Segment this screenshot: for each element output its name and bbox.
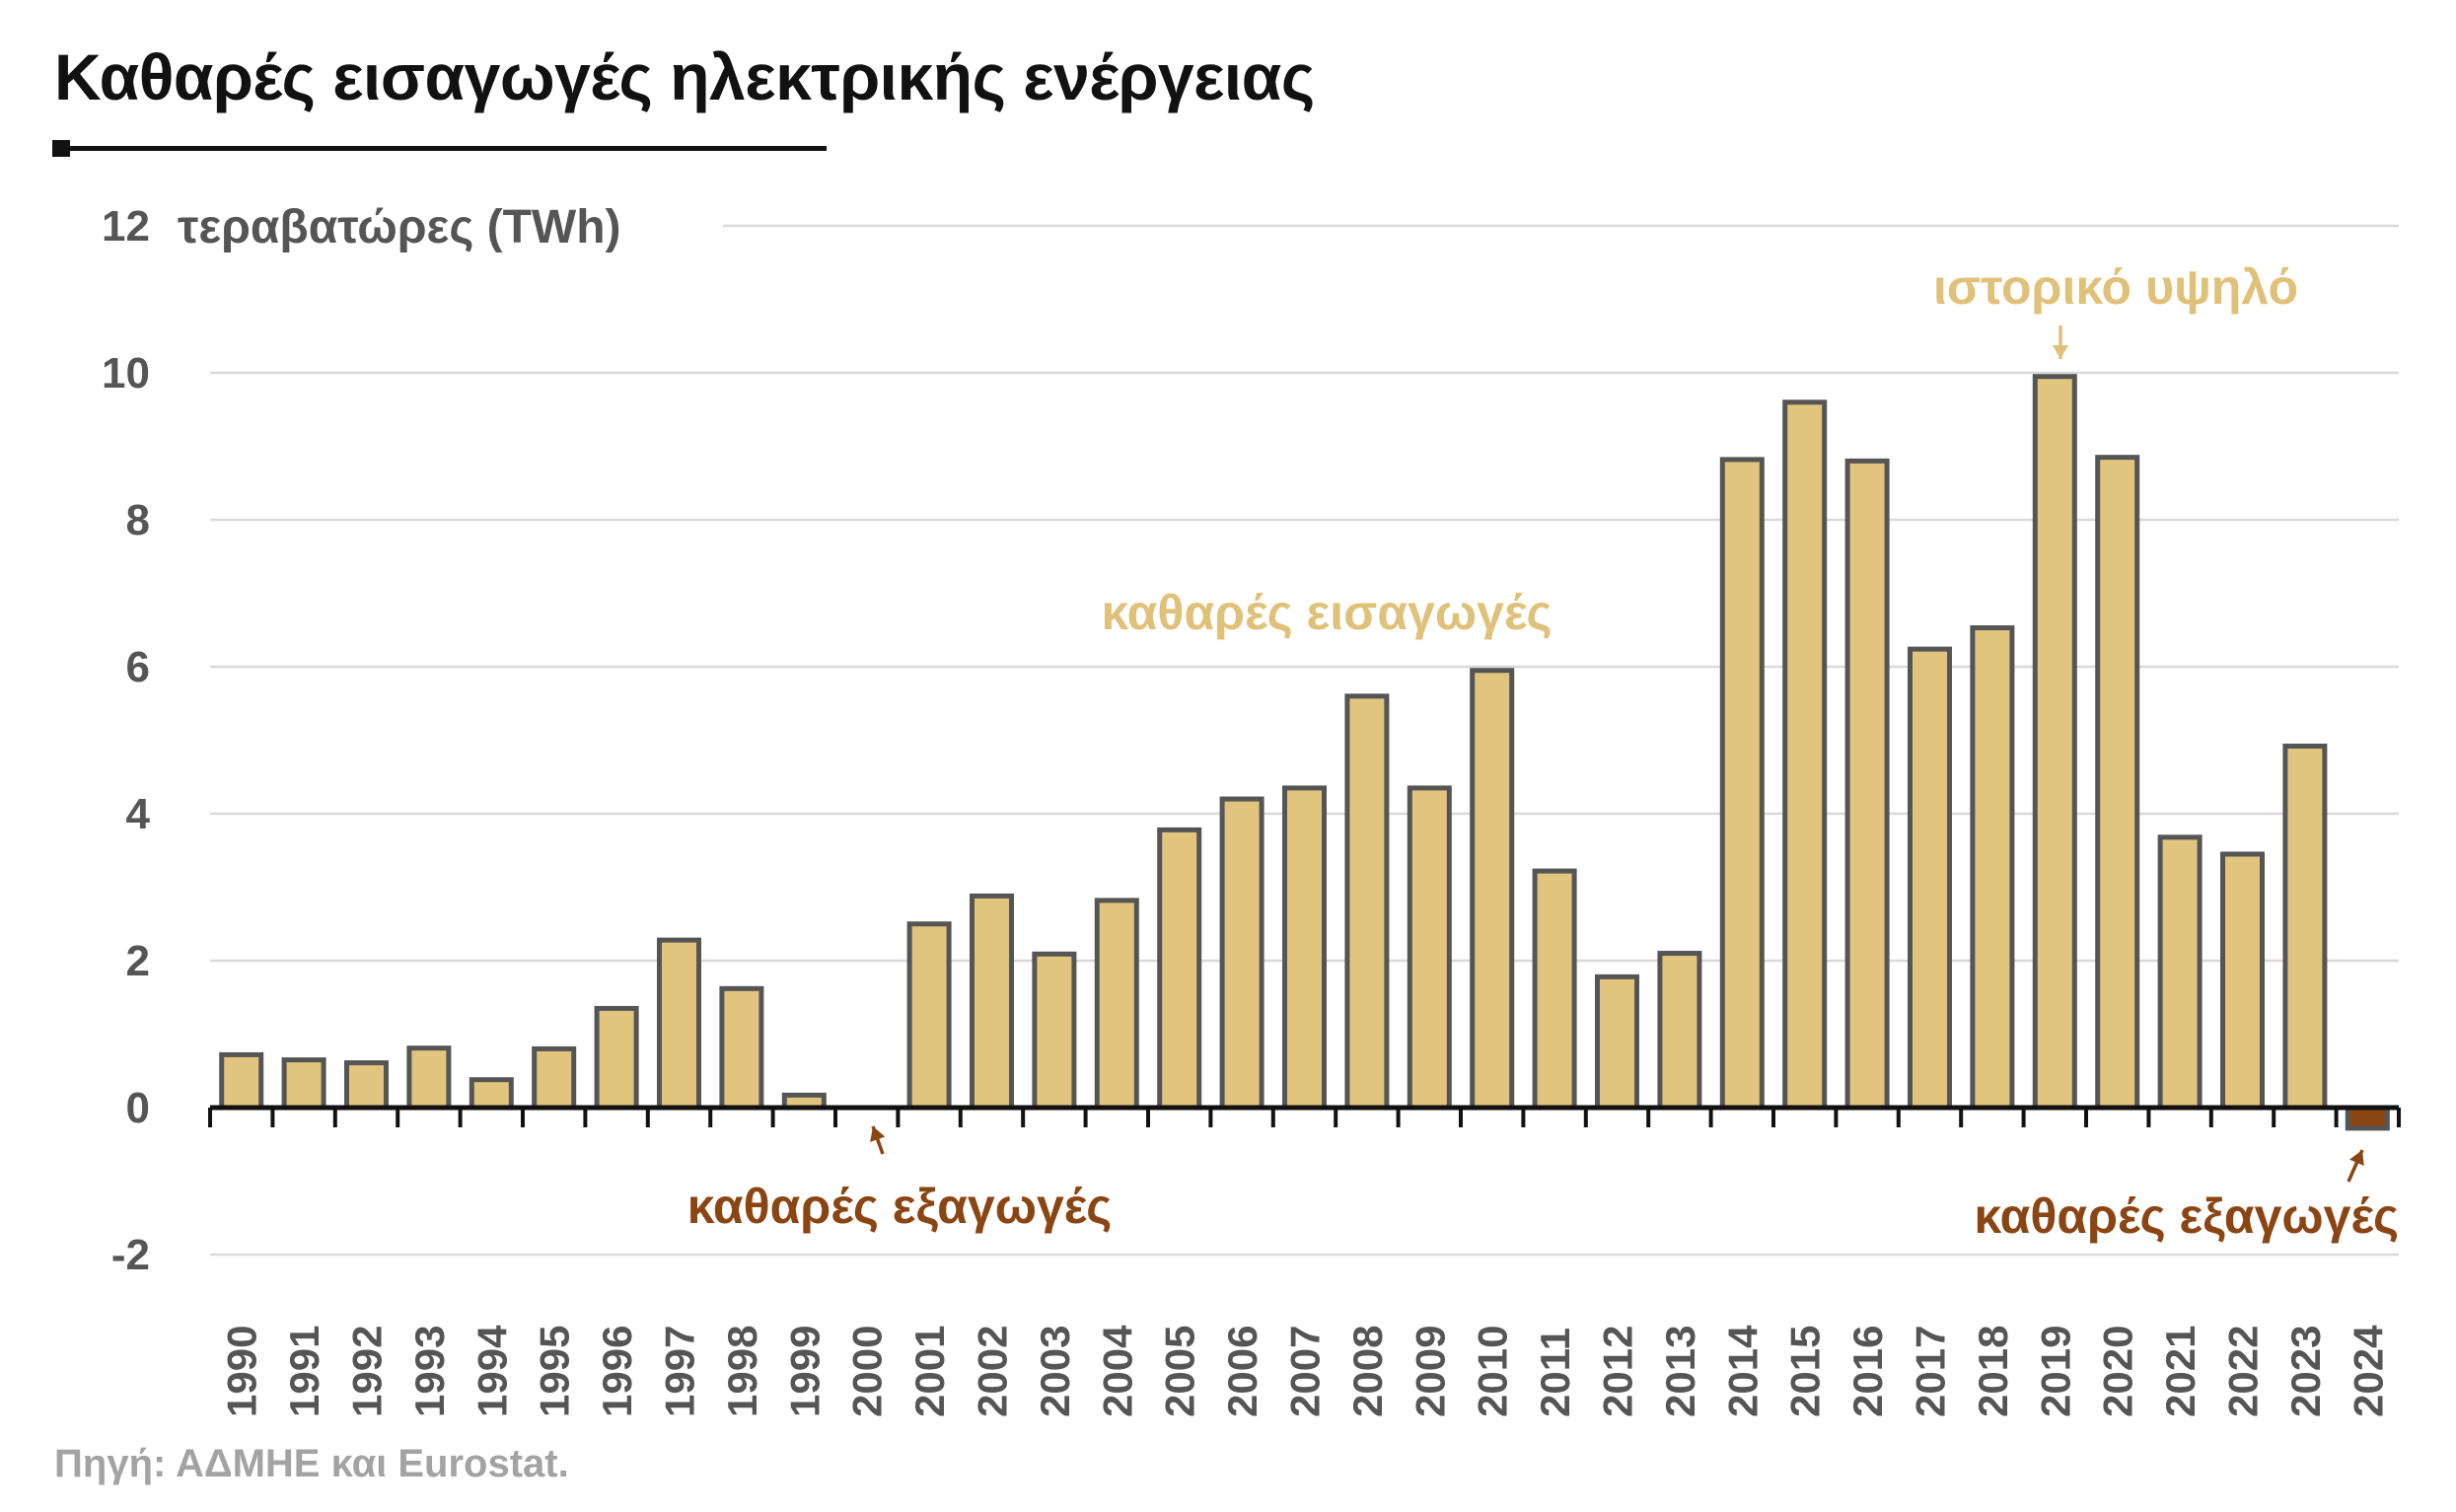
x-tick-label: 2006 bbox=[1219, 1326, 1265, 1417]
bar-1998 bbox=[719, 985, 764, 1111]
y-tick-label: 10 bbox=[102, 349, 150, 397]
x-tick-label: 2011 bbox=[1532, 1328, 1578, 1417]
y-axis-unit-label: τεραβατώρες (TWh) bbox=[178, 201, 621, 253]
x-tick-label: 1999 bbox=[781, 1326, 828, 1417]
bar-2019 bbox=[2032, 374, 2077, 1111]
chart-title: Καθαρές εισαγωγές ηλεκτρικής ενέργειας bbox=[54, 40, 1315, 113]
x-tick-label: 2004 bbox=[1094, 1325, 1140, 1417]
x-tick-label: 2018 bbox=[1970, 1326, 2016, 1417]
x-tick-label: 2020 bbox=[2095, 1326, 2141, 1417]
bar-2016 bbox=[1844, 458, 1890, 1111]
bar-1991 bbox=[281, 1057, 326, 1111]
y-tick-label: 2 bbox=[126, 937, 150, 985]
bar-2010 bbox=[1470, 668, 1515, 1111]
x-tick-label: 2003 bbox=[1032, 1326, 1078, 1417]
bar-1994 bbox=[469, 1077, 514, 1111]
annotation-2024: καθαρές εξαγωγές bbox=[1974, 1188, 2399, 1244]
bar-2013 bbox=[1657, 951, 1702, 1111]
bar-2012 bbox=[1595, 973, 1639, 1111]
bar-2015 bbox=[1782, 399, 1828, 1111]
x-tick-label: 1996 bbox=[594, 1326, 640, 1417]
annotation-arrowhead-2024 bbox=[2349, 1150, 2364, 1167]
x-tick-label: 1990 bbox=[219, 1326, 265, 1417]
y-tick-label: 12 bbox=[102, 202, 150, 251]
bar-2018 bbox=[1970, 625, 2015, 1111]
x-tick-label: 1991 bbox=[281, 1326, 327, 1417]
bar-1997 bbox=[657, 937, 701, 1111]
x-tick-label: 1995 bbox=[532, 1326, 578, 1417]
bar-2005 bbox=[1157, 827, 1202, 1111]
x-tick-label: 1994 bbox=[469, 1325, 515, 1417]
annotation-2019: ιστορικό υψηλό bbox=[1933, 259, 2298, 315]
bar-2022 bbox=[2220, 851, 2265, 1111]
x-tick-label: 2016 bbox=[1844, 1326, 1891, 1417]
x-tick-label: 2013 bbox=[1657, 1326, 1703, 1417]
bar-1995 bbox=[532, 1045, 577, 1111]
bar-1993 bbox=[406, 1045, 452, 1111]
bar-2024 bbox=[2345, 1105, 2390, 1131]
bar-2011 bbox=[1532, 868, 1577, 1111]
x-tick-label: 2023 bbox=[2282, 1326, 2329, 1417]
y-tick-label: 8 bbox=[126, 496, 150, 544]
bar-2003 bbox=[1032, 951, 1077, 1111]
x-tick-label: 2024 bbox=[2345, 1325, 2391, 1417]
bar-2017 bbox=[1908, 646, 1952, 1111]
x-tick-label: 2000 bbox=[844, 1326, 891, 1417]
bar-1996 bbox=[594, 1005, 639, 1111]
x-tick-label: 2010 bbox=[1470, 1326, 1516, 1417]
x-tick-label: 2014 bbox=[1719, 1325, 1766, 1417]
x-tick-label: 2002 bbox=[970, 1326, 1016, 1417]
x-tick-label: 2007 bbox=[1282, 1326, 1329, 1417]
x-tick-label: 1992 bbox=[344, 1326, 391, 1417]
bar-2006 bbox=[1219, 796, 1264, 1111]
x-tick-label: 1997 bbox=[657, 1326, 703, 1417]
bar-1992 bbox=[344, 1060, 389, 1111]
title-underline-cap bbox=[52, 140, 70, 157]
y-tick-label: 0 bbox=[126, 1084, 150, 1132]
bar-2008 bbox=[1344, 693, 1390, 1111]
x-tick-label: 2009 bbox=[1407, 1326, 1453, 1417]
x-tick-label: 2012 bbox=[1595, 1326, 1641, 1417]
bar-2023 bbox=[2282, 743, 2328, 1111]
bar-2021 bbox=[2157, 834, 2203, 1111]
bar-2014 bbox=[1719, 457, 1765, 1111]
x-tick-label: 2019 bbox=[2032, 1326, 2078, 1417]
bar-2020 bbox=[2095, 455, 2140, 1111]
bar-2001 bbox=[906, 921, 952, 1111]
bar-2002 bbox=[970, 893, 1014, 1111]
x-tick-label: 2001 bbox=[906, 1326, 953, 1417]
y-tick-label: 4 bbox=[126, 790, 151, 838]
bars bbox=[219, 374, 2390, 1131]
x-tick-label: 2005 bbox=[1157, 1326, 1203, 1417]
x-tick-label: 2008 bbox=[1344, 1326, 1391, 1417]
x-tick-label: 1998 bbox=[719, 1326, 765, 1417]
bar-2007 bbox=[1282, 785, 1327, 1111]
source-note: Πηγή: ΑΔΜΗΕ και Eurostat. bbox=[54, 1442, 569, 1485]
annotation-2000: καθαρές εξαγωγές bbox=[687, 1179, 1113, 1234]
annotation-arrowhead-2000 bbox=[870, 1126, 886, 1142]
y-tick-label: -2 bbox=[111, 1231, 150, 1279]
x-tick-label: 2022 bbox=[2220, 1326, 2267, 1417]
title-underline bbox=[54, 146, 827, 151]
x-tick-label: 2017 bbox=[1908, 1326, 1954, 1417]
x-axis-tick-labels: 1990 1991 1992 1993 1994 1995 1996 1997 1998 1999… bbox=[219, 1325, 2392, 1417]
x-axis bbox=[208, 1105, 2401, 1127]
y-axis-ticks: -2 0 2 4 6 8 10 12 bbox=[102, 202, 150, 1279]
annotation-arrowhead-2019 bbox=[2053, 345, 2068, 359]
bar-2009 bbox=[1407, 785, 1452, 1111]
x-tick-label: 2021 bbox=[2157, 1326, 2203, 1417]
bar-1990 bbox=[219, 1051, 264, 1111]
x-tick-label: 2015 bbox=[1782, 1326, 1829, 1417]
y-tick-label: 6 bbox=[126, 643, 150, 691]
annotation-2008: καθαρές εισαγωγές bbox=[1101, 585, 1552, 640]
annotations: ιστορικό υψηλό καθαρές εισαγωγές καθαρές ε… bbox=[687, 259, 2399, 1244]
bar-2004 bbox=[1094, 898, 1139, 1111]
x-tick-label: 1993 bbox=[406, 1326, 453, 1417]
